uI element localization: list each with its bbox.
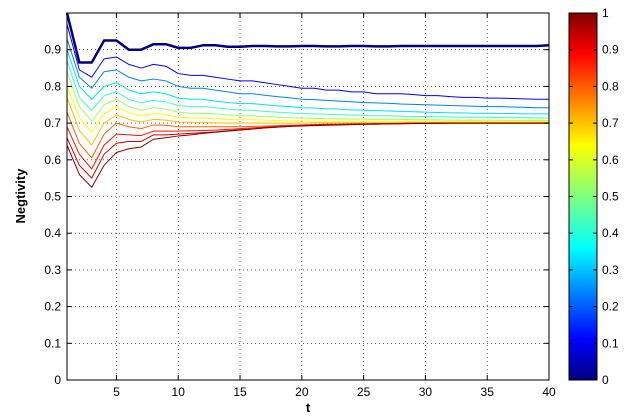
colorbar-tick-label: 0.1	[602, 336, 619, 350]
y-tick-label: 0.3	[44, 263, 61, 277]
axis-ticks: 5 10 15 20 25 30 35 40 0 0.1 0.2 0.3 0.4 0.5 0.6 0.7 0.8…	[44, 13, 556, 399]
series-line	[66, 71, 549, 122]
y-tick-label: 0.8	[44, 79, 61, 93]
y-axis-label: Negtivity	[13, 168, 28, 224]
y-tick-label: 0.9	[44, 43, 61, 57]
plot-area: 5 10 15 20 25 30 35 40 0 0.1 0.2 0.3 0.4 0.5 0.6 0.7 0.8…	[44, 12, 556, 399]
series-line	[65, 12, 550, 64]
colorbar-gradient	[568, 12, 598, 381]
grid-lines	[67, 13, 549, 380]
x-tick-label: 35	[481, 385, 495, 399]
x-axis-label: t	[306, 400, 311, 415]
y-tick-label: 0	[54, 373, 61, 387]
y-tick-label: 0.2	[44, 300, 61, 314]
colorbar-tick-label: 0.3	[602, 263, 619, 277]
series-line	[66, 38, 549, 109]
colorbar: 0 0.1 0.2 0.3 0.4 0.5 0.6 0.7 0.8 0.9 1	[568, 6, 619, 387]
y-tick-label: 0.1	[44, 336, 61, 350]
x-tick-label: 40	[542, 385, 556, 399]
y-tick-label: 0.4	[44, 226, 61, 240]
y-tick-label: 0.6	[44, 153, 61, 167]
series-lines	[65, 12, 550, 188]
colorbar-tick-label: 0	[602, 373, 609, 387]
series-line	[66, 86, 549, 133]
x-tick-label: 15	[233, 385, 247, 399]
series-line	[66, 97, 549, 146]
colorbar-tick-label: 0.2	[602, 300, 619, 314]
colorbar-tick-label: 0.7	[602, 116, 619, 130]
x-tick-label: 25	[357, 385, 371, 399]
colorbar-tick-label: 1	[602, 6, 609, 20]
series-line	[66, 23, 549, 100]
x-tick-label: 30	[419, 385, 433, 399]
series-line	[66, 60, 549, 119]
colorbar-ticks: 0 0.1 0.2 0.3 0.4 0.5 0.6 0.7 0.8 0.9 1	[569, 6, 619, 387]
colorbar-tick-label: 0.5	[602, 190, 619, 204]
y-tick-label: 0.7	[44, 116, 61, 130]
x-tick-label: 5	[113, 385, 120, 399]
colorbar-tick-label: 0.9	[602, 43, 619, 57]
colorbar-tick-label: 0.8	[602, 79, 619, 93]
series-line	[66, 49, 549, 115]
series-line	[66, 122, 549, 188]
x-tick-label: 20	[295, 385, 309, 399]
colorbar-tick-label: 0.4	[602, 226, 619, 240]
y-tick-label: 0.5	[44, 190, 61, 204]
colorbar-tick-label: 0.6	[602, 153, 619, 167]
x-tick-label: 10	[172, 385, 186, 399]
